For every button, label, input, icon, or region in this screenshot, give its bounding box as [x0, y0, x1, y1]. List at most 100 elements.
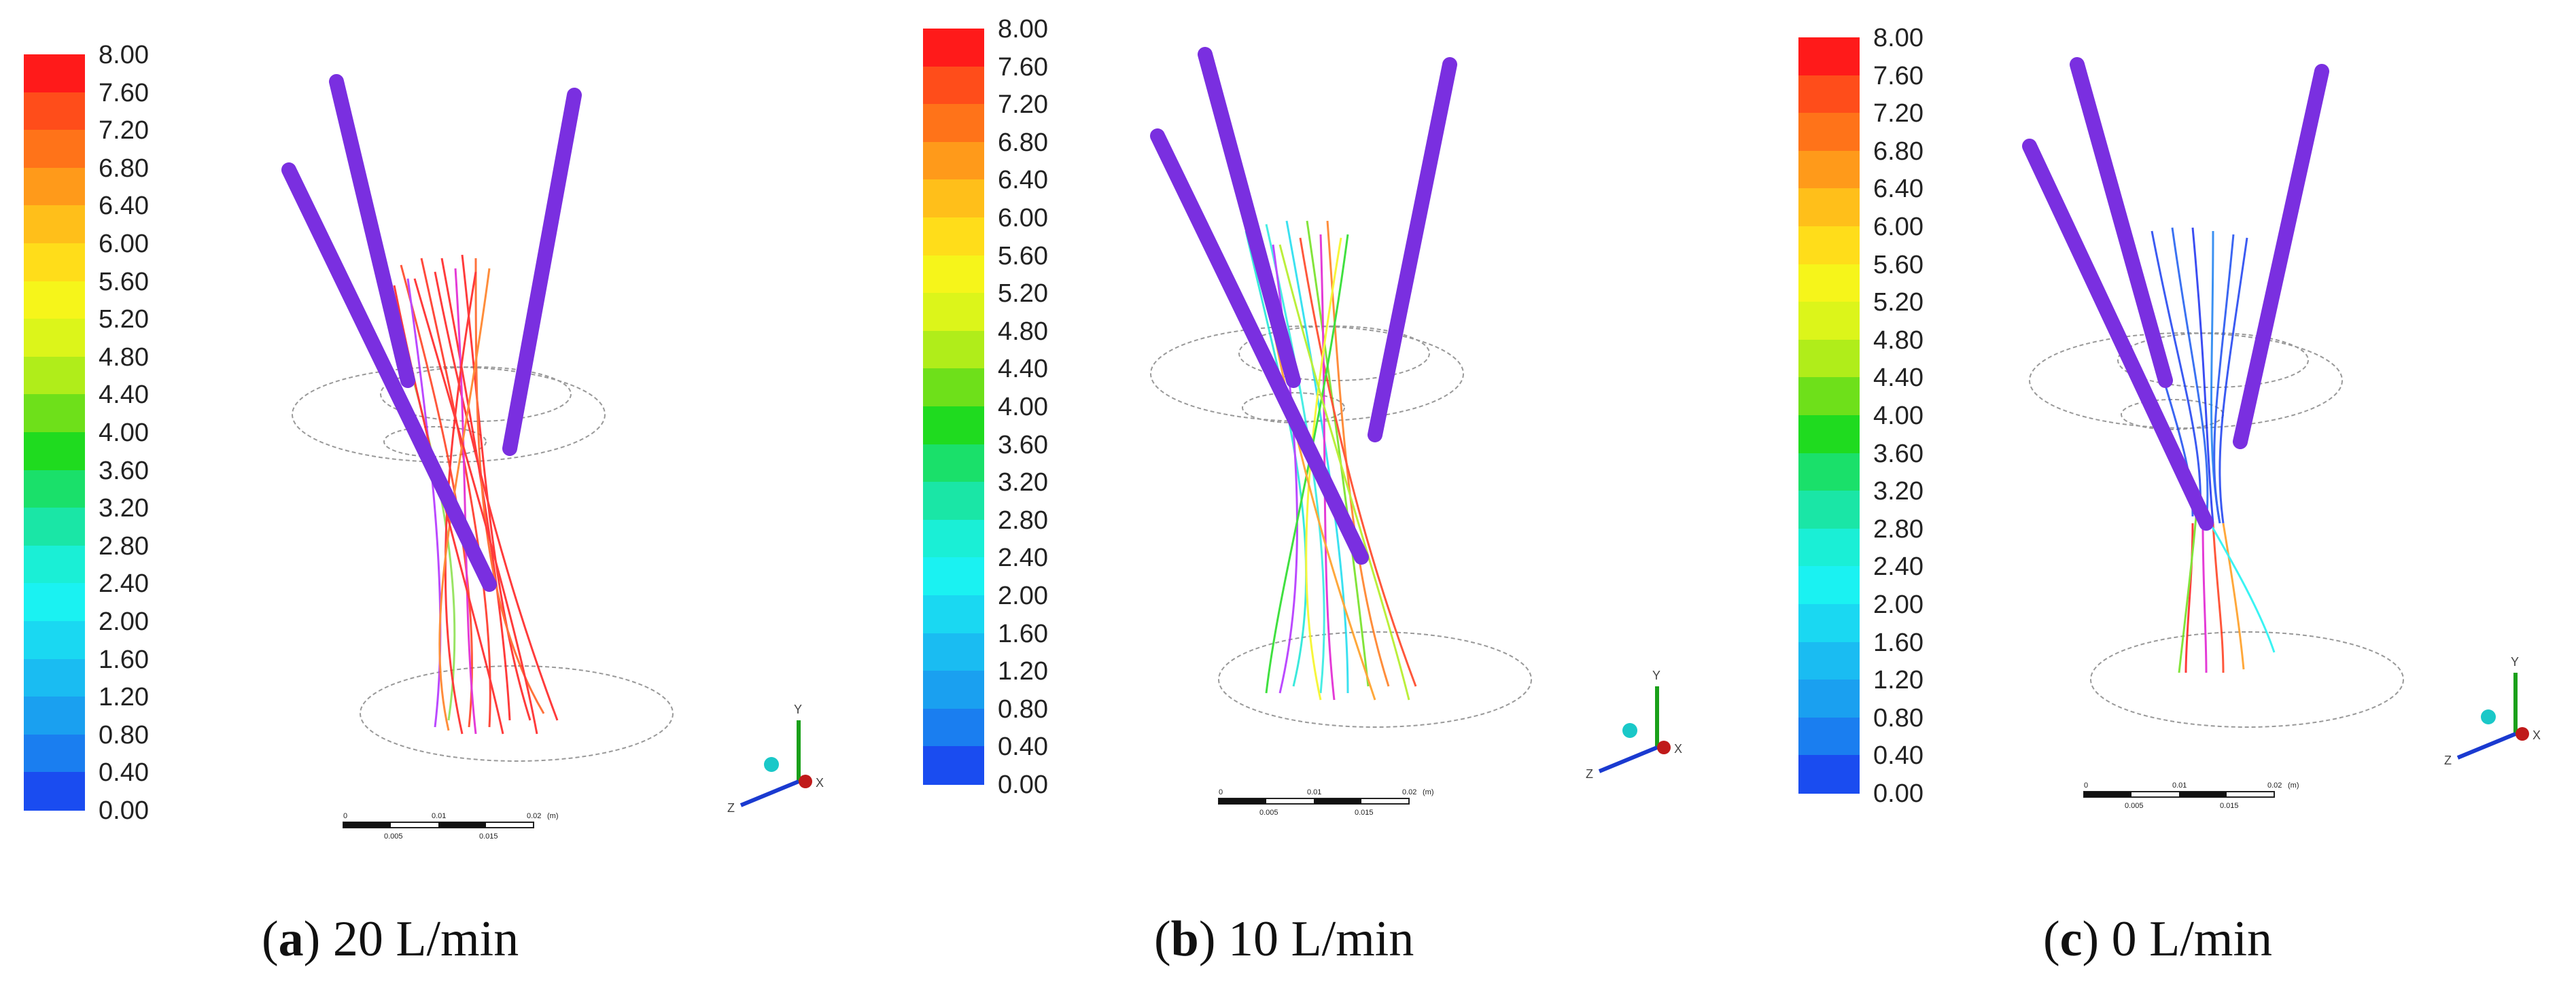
legend-swatch: [923, 66, 984, 105]
svg-text:(m): (m): [1423, 788, 1434, 796]
caption-text-b: 10 L/min: [1215, 911, 1414, 967]
legend-tick-label: 1.20: [1873, 666, 1924, 695]
legend-swatch: [1798, 641, 1860, 681]
legend-tick-label: 3.20: [99, 494, 149, 523]
legend-tick-label: 6.00: [99, 230, 149, 258]
legend-swatch: [24, 243, 85, 282]
legend-tick-label: 7.60: [99, 78, 149, 107]
legend-tick-label: 8.00: [1873, 24, 1924, 52]
legend-tick-label: 6.80: [998, 128, 1048, 157]
caption-text-c: 0 L/min: [2099, 911, 2273, 967]
legend-tick-label: 4.00: [99, 419, 149, 447]
legend-tick-label: 2.40: [99, 569, 149, 599]
streamline-scene-c: Y X Z 0 0.01 0.02 (m) 0.005 0.015: [2022, 57, 2541, 810]
legend-tick-label: 3.20: [998, 468, 1048, 497]
legend-swatch: [923, 519, 984, 559]
legend-swatch: [923, 217, 984, 256]
legend-tick-label: 5.20: [99, 305, 149, 334]
legend-swatch: [1798, 339, 1860, 378]
axis-label-y-b: Y: [1652, 669, 1660, 682]
svg-text:0: 0: [1219, 788, 1223, 796]
svg-text:0.005: 0.005: [384, 832, 403, 841]
caption-b: (b) 10 L/min: [1154, 911, 1414, 967]
legend-swatch: [24, 130, 85, 169]
svg-text:0.01: 0.01: [432, 812, 446, 820]
axis-label-y-c: Y: [2511, 655, 2519, 669]
legend-tick-label: 6.80: [99, 154, 149, 183]
legend-swatch: [923, 406, 984, 445]
legend-swatch: [1798, 226, 1860, 265]
legend-swatch: [24, 356, 85, 395]
legend-swatch: [24, 772, 85, 811]
legend-swatch: [24, 545, 85, 584]
svg-text:0.02: 0.02: [2267, 781, 2282, 790]
legend-swatch: [24, 583, 85, 622]
caption-text-a: 20 L/min: [320, 911, 519, 967]
legend-tick-label: 7.20: [998, 90, 1048, 120]
legend-swatch: [923, 671, 984, 709]
panel-a: Y X Z 0 0.01 0.02 (m) 0.005 0.015 8.00 7.…: [0, 0, 858, 986]
legend-swatch: [923, 708, 984, 747]
caption-c: (c) 0 L/min: [2043, 911, 2273, 967]
legend-tick-label: 5.20: [1873, 288, 1924, 317]
legend-tick-label: 2.80: [99, 531, 149, 561]
legend-tick-label: 7.20: [1873, 99, 1924, 128]
axis-triad-a: Y X Z: [727, 703, 824, 815]
legend-tick-label: 4.80: [998, 317, 1048, 346]
svg-text:0.015: 0.015: [2220, 802, 2239, 810]
legend-swatch: [1798, 453, 1860, 492]
legend-swatch: [1798, 377, 1860, 416]
legend-swatch: [24, 470, 85, 509]
legend-swatch: [923, 595, 984, 634]
streamline-scene-b: Y X Z 0 0.01 0.02 (m) 0.005 0.015: [1150, 47, 1682, 817]
legend-swatch: [1798, 755, 1860, 794]
legend-tick-label: 2.40: [1873, 552, 1924, 582]
svg-text:0: 0: [2084, 781, 2088, 790]
legend-tick-label: 8.00: [99, 41, 149, 69]
legend-tick-label: 0.00: [99, 796, 149, 825]
legend-tick-label: 4.00: [1873, 402, 1924, 430]
legend-tick-label: 1.60: [99, 645, 149, 674]
legend-swatch: [24, 508, 85, 546]
legend-tick-label: 7.60: [998, 52, 1048, 82]
svg-text:0.02: 0.02: [527, 812, 541, 820]
legend-tick-label: 3.20: [1873, 477, 1924, 506]
legend-tick-label: 2.80: [1873, 514, 1924, 544]
caption-letter-a: a: [278, 911, 304, 967]
legend-tick-label: 4.40: [1873, 364, 1924, 393]
legend-swatch: [1798, 528, 1860, 567]
legend-tick-label: 3.60: [998, 430, 1048, 459]
panel-b: Y X Z 0 0.01 0.02 (m) 0.005 0.015 8.00 7.…: [858, 0, 1717, 986]
legend-tick-label: 4.40: [998, 355, 1048, 384]
scale-bar-b: 0 0.01 0.02 (m) 0.005 0.015: [1218, 788, 1434, 817]
legend-tick-label: 6.40: [99, 192, 149, 221]
domain-outlines-c: [2029, 332, 2404, 728]
legend-swatch: [1798, 566, 1860, 605]
legend-swatch: [923, 368, 984, 407]
legend-swatch: [923, 141, 984, 181]
injection-tubes-c: [2022, 57, 2329, 531]
legend-tick-label: 3.60: [1873, 439, 1924, 468]
legend-swatch: [24, 658, 85, 698]
svg-text:0.005: 0.005: [1259, 809, 1278, 817]
axis-label-y-a: Y: [794, 703, 802, 716]
legend-swatch: [24, 54, 85, 93]
legend-swatch: [1798, 717, 1860, 756]
legend-tick-label: 3.60: [99, 456, 149, 485]
legend-bar-c: [1798, 37, 1860, 794]
legend-swatch: [923, 633, 984, 672]
legend-swatch: [24, 394, 85, 433]
legend-swatch: [923, 444, 984, 483]
legend-tick-label: 0.00: [998, 771, 1048, 799]
svg-text:0.01: 0.01: [1307, 788, 1321, 796]
streamlines-c: [2130, 227, 2276, 673]
legend-tick-label: 5.60: [998, 241, 1048, 270]
svg-text:0.005: 0.005: [2125, 802, 2144, 810]
legend-tick-label: 6.00: [998, 204, 1048, 232]
svg-text:(m): (m): [547, 812, 559, 820]
legend-swatch: [24, 734, 85, 773]
legend-swatch: [24, 319, 85, 357]
injection-tubes-a: [281, 74, 582, 592]
legend-tick-label: 4.80: [99, 342, 149, 372]
axis-label-x-b: X: [1674, 742, 1682, 756]
